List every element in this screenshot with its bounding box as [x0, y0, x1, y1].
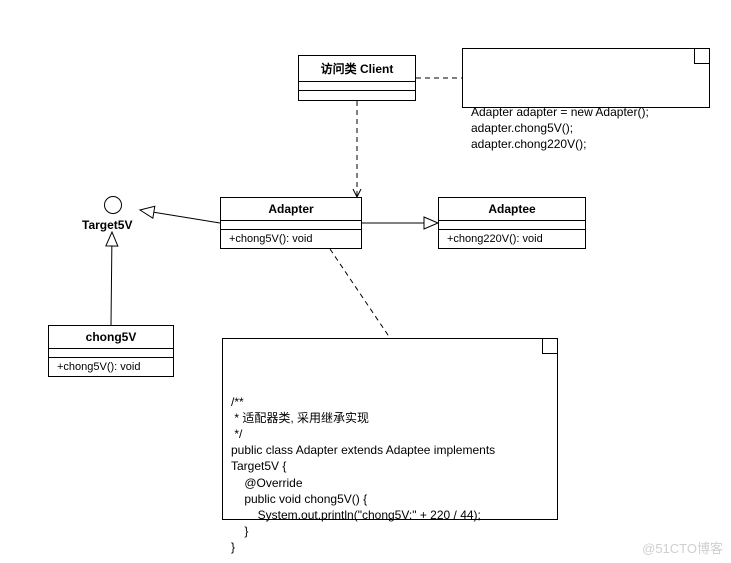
class-method: +chong5V(): void	[49, 358, 173, 376]
class-method: +chong5V(): void	[221, 230, 361, 248]
class-attrs-empty	[221, 221, 361, 230]
edge-adapter_to_target5v	[140, 210, 220, 223]
uml-note-client: Adapter adapter = new Adapter(); adapter…	[462, 48, 710, 108]
class-attrs-empty	[49, 349, 173, 358]
class-title: Adaptee	[439, 198, 585, 221]
uml-class-client: 访问类 Client	[298, 55, 416, 101]
class-title: chong5V	[49, 326, 173, 349]
note-body: Adapter adapter = new Adapter(); adapter…	[471, 104, 701, 153]
note-body: /** * 适配器类, 采用继承实现 */ public class Adapt…	[231, 394, 549, 556]
note-fold-icon	[694, 49, 709, 64]
watermark: @51CTO博客	[642, 538, 723, 557]
edge-chong5v_to_target5v	[111, 232, 112, 325]
class-attrs-empty	[439, 221, 585, 230]
uml-class-chong5v: chong5V +chong5V(): void	[48, 325, 174, 377]
class-attrs-empty	[299, 82, 415, 91]
note-fold-icon	[542, 339, 557, 354]
target5v-label: Target5V	[82, 218, 132, 232]
class-ops-empty	[299, 91, 415, 99]
uml-note-adapter: /** * 适配器类, 采用继承实现 */ public class Adapt…	[222, 338, 558, 520]
class-method: +chong220V(): void	[439, 230, 585, 248]
class-title: Adapter	[221, 198, 361, 221]
class-title: 访问类 Client	[299, 56, 415, 82]
uml-class-adaptee: Adaptee +chong220V(): void	[438, 197, 586, 249]
edge-adapter_note_anchor	[330, 249, 390, 338]
uml-class-adapter: Adapter +chong5V(): void	[220, 197, 362, 249]
target5v-interface-circle	[104, 196, 122, 214]
